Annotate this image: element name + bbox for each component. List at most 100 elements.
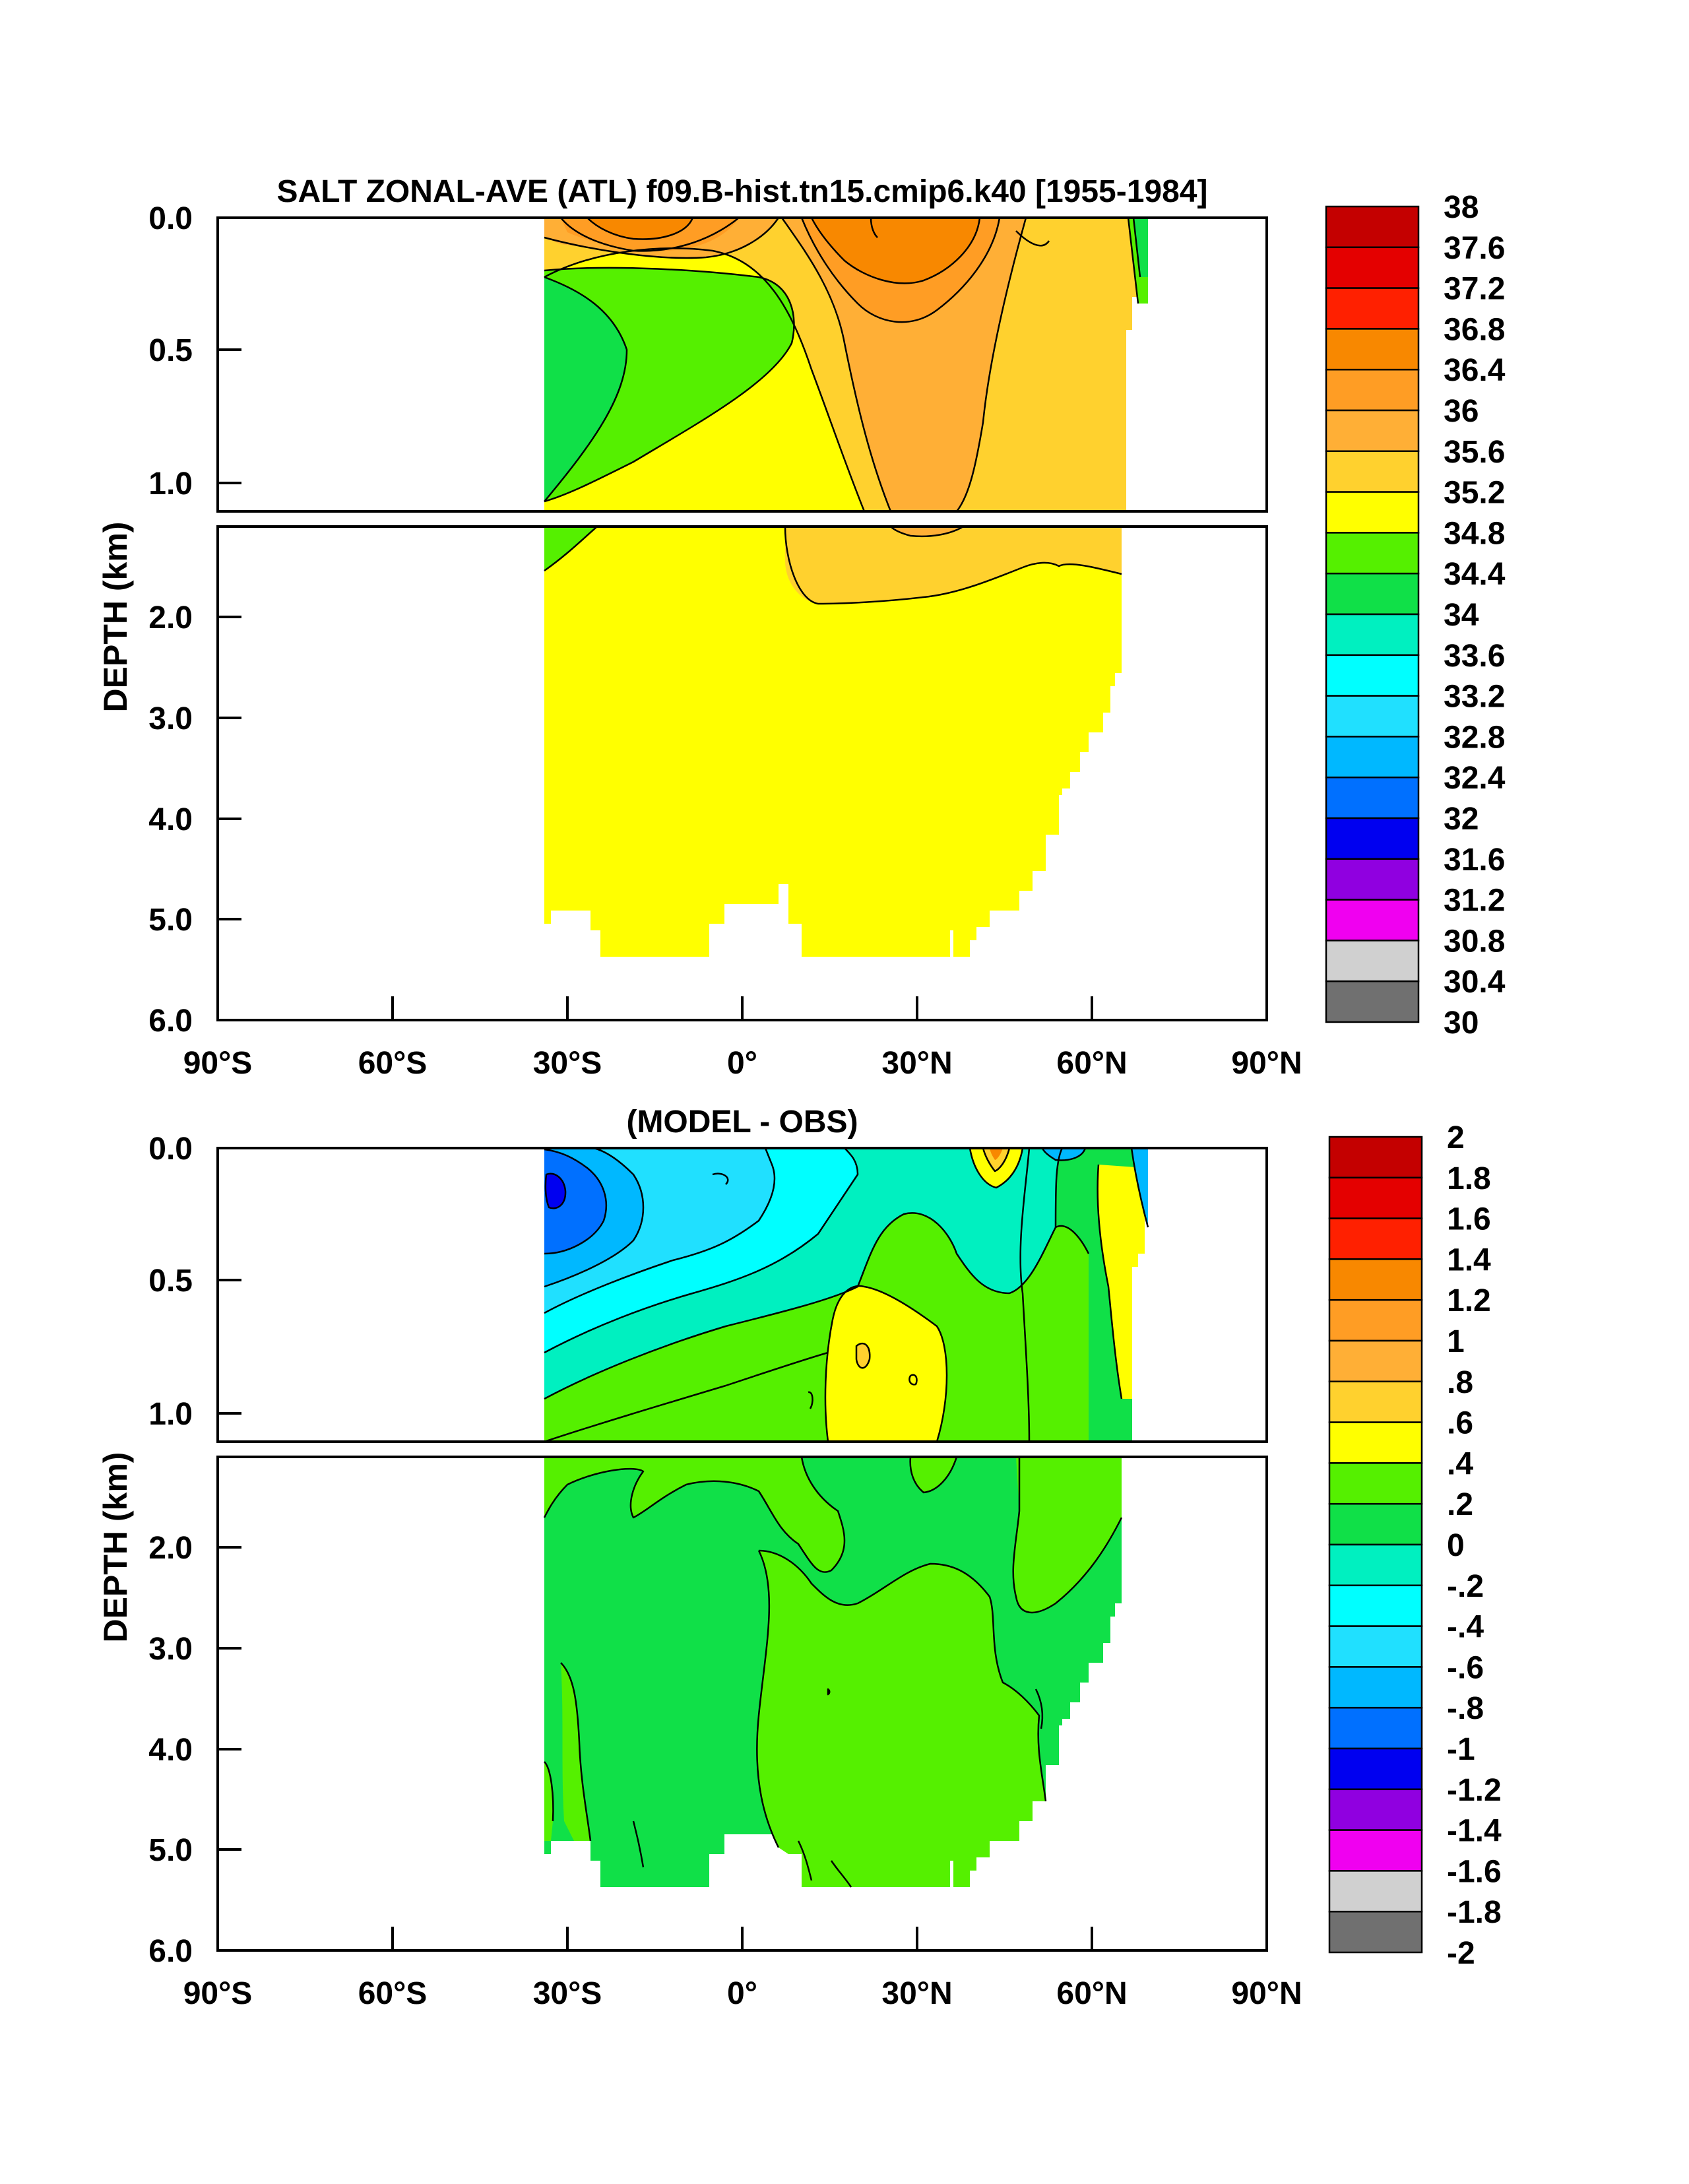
colorbar-box [1325, 368, 1420, 412]
panel-1-ytick-4: 3.0 [148, 701, 193, 736]
colorbar-label: 37.2 [1444, 272, 1505, 307]
colorbar-label: 1.2 [1447, 1283, 1491, 1318]
colorbar-box [1325, 491, 1420, 534]
panel-1-xtick-4: 30°N [881, 1046, 952, 1081]
colorbar-label: .2 [1447, 1487, 1473, 1522]
colorbar-label: -1 [1447, 1732, 1475, 1767]
colorbar-label: 2 [1447, 1120, 1465, 1155]
colorbar-box [1328, 1666, 1423, 1709]
colorbar-box [1328, 1747, 1423, 1791]
panel-2-xtick-4: 30°N [881, 1976, 952, 2011]
colorbar-box [1325, 817, 1420, 860]
panel-2-xtick-5: 60°N [1056, 1976, 1127, 2011]
colorbar-box [1325, 287, 1420, 330]
panel-2-ytick-3: 2.0 [148, 1531, 193, 1566]
panel-2-colorbar [1328, 1136, 1423, 1954]
colorbar-label: 34 [1444, 598, 1479, 633]
colorbar-box [1328, 1625, 1423, 1668]
colorbar-label: 34.8 [1444, 516, 1505, 551]
colorbar-box [1328, 1258, 1423, 1301]
colorbar-label: 32.8 [1444, 720, 1505, 755]
panel-1-ytick-0: 0.0 [148, 201, 193, 236]
colorbar-box [1325, 695, 1420, 738]
colorbar-box [1325, 572, 1420, 616]
colorbar-box [1328, 1788, 1423, 1831]
colorbar-box [1325, 246, 1420, 289]
panel-1-ytick-1: 0.5 [148, 333, 193, 368]
colorbar-label: 31.6 [1444, 843, 1505, 878]
colorbar-box [1328, 1462, 1423, 1505]
panel-2-ytick-2: 1.0 [148, 1397, 193, 1432]
colorbar-label: 36 [1444, 394, 1479, 429]
panel-2-xtick-3: 0° [727, 1976, 757, 2011]
panel-difference: (MODEL - OBS) [97, 1105, 1502, 2011]
colorbar-label: 32 [1444, 802, 1479, 837]
panel-2-upper-frame [216, 1147, 1268, 1443]
colorbar-label: 30.4 [1444, 965, 1506, 1000]
colorbar-box [1325, 776, 1420, 819]
colorbar-box [1328, 1870, 1423, 1913]
colorbar-box [1325, 980, 1420, 1023]
colorbar-label: 1.8 [1447, 1161, 1491, 1196]
colorbar-label: .8 [1447, 1365, 1473, 1400]
colorbar-box [1325, 940, 1420, 982]
colorbar-box [1325, 409, 1420, 453]
colorbar-label: 38 [1444, 190, 1479, 225]
panel-2-ytick-1: 0.5 [148, 1264, 193, 1299]
panel-2-upper-field [544, 1148, 1149, 1442]
panel-1-colorbar-labels: 38 37.6 37.2 36.8 36.4 36 35.6 35.2 34.8 34.4 34 33… [1444, 190, 1506, 1041]
panel-1-ytick-3: 2.0 [148, 600, 193, 635]
panel-1-xtick-6: 90°N [1231, 1046, 1302, 1081]
colorbar-box [1328, 1829, 1423, 1872]
colorbar-box [1328, 1136, 1423, 1179]
panel-1-colorbar [1325, 205, 1420, 1023]
panel-1-xtick-1: 60°S [358, 1046, 428, 1081]
colorbar-box [1325, 613, 1420, 657]
panel-1-lower-field [544, 527, 1122, 957]
panel-2-ylabel: DEPTH (km) [97, 1452, 134, 1643]
colorbar-box [1328, 1217, 1423, 1260]
colorbar-label: 1.4 [1447, 1242, 1491, 1277]
colorbar-label: 30.8 [1444, 924, 1505, 959]
panel-2-colorbar-labels: 21.81.61.41.21.8.6.4.20-.2-.4-.6-.8-1-1.… [1447, 1120, 1502, 1971]
panel-2-ytick-6: 5.0 [148, 1833, 193, 1868]
colorbar-label: -2 [1447, 1936, 1475, 1971]
panel-2-lower-field [543, 1457, 1123, 1888]
panel-1-x-ticks [391, 996, 1093, 1020]
colorbar-label: 36.8 [1444, 312, 1505, 347]
colorbar-box [1325, 328, 1420, 371]
colorbar-label: 36.4 [1444, 353, 1506, 388]
colorbar-box [1328, 1584, 1423, 1627]
colorbar-box [1325, 654, 1420, 697]
panel-2-ytick-4: 3.0 [148, 1632, 193, 1667]
colorbar-box [1328, 1502, 1423, 1546]
colorbar-label: -1.6 [1447, 1854, 1502, 1889]
colorbar-label: 37.6 [1444, 231, 1505, 266]
panel-salinity: SALT ZONAL-AVE (ATL) f09.B-hist.tn15.cmi… [97, 174, 1506, 1081]
colorbar-label: 33.6 [1444, 639, 1505, 674]
panel-2-xtick-0: 90°S [183, 1976, 253, 2011]
panel-1-ytick-6: 5.0 [148, 903, 193, 938]
colorbar-box [1325, 205, 1420, 249]
colorbar-label: .6 [1447, 1406, 1473, 1441]
panel-2-ytick-5: 4.0 [148, 1733, 193, 1768]
panel-1-y-ticks [218, 348, 241, 920]
colorbar-label: 35.6 [1444, 435, 1505, 470]
colorbar-box [1328, 1421, 1423, 1464]
colorbar-label: 34.4 [1444, 557, 1506, 592]
panel-1-upper-field [544, 218, 1148, 511]
panel-2-ytick-0: 0.0 [148, 1132, 193, 1167]
panel-2-xtick-1: 60°S [358, 1976, 428, 2011]
panel-1-xtick-0: 90°S [183, 1046, 253, 1081]
panel-2-x-ticks [391, 1927, 1093, 1950]
colorbar-label: 1 [1447, 1324, 1465, 1359]
colorbar-label: -1.2 [1447, 1773, 1502, 1808]
colorbar-label: -.8 [1447, 1691, 1484, 1726]
colorbar-label: 0 [1447, 1528, 1465, 1563]
panel-2-xtick-2: 30°S [533, 1976, 602, 2011]
colorbar-box [1328, 1380, 1423, 1423]
panel-2-y-ticks [218, 1279, 241, 1851]
colorbar-label: -.4 [1447, 1610, 1484, 1645]
colorbar-label: 30 [1444, 1006, 1479, 1041]
